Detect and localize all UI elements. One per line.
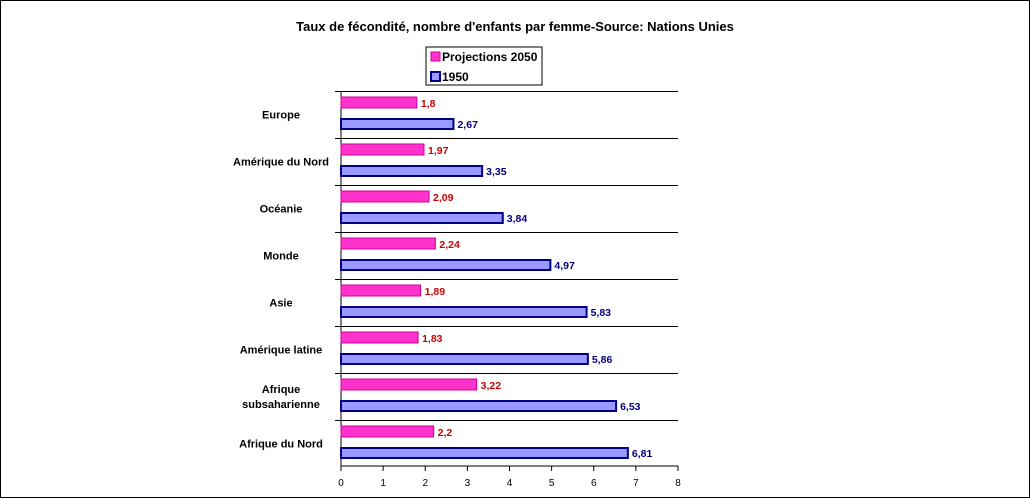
x-tick-label: 7 [633, 478, 639, 489]
bar-1950 [340, 306, 588, 318]
data-label-1950: 5,83 [591, 307, 612, 319]
bar-1950 [340, 118, 455, 130]
category-label: Afrique du Nord [239, 439, 323, 451]
data-label-1950: 2,67 [457, 119, 478, 131]
data-label-projections-2050: 1,97 [428, 145, 449, 157]
category-label: Europe [262, 110, 300, 122]
category-label: subsaharienne [242, 399, 320, 411]
legend-swatch-projections-2050 [430, 51, 441, 62]
category-label: Afrique [262, 384, 301, 396]
data-label-projections-2050: 1,8 [421, 98, 436, 110]
bar-projections-2050 [340, 378, 478, 391]
bar-projections-2050 [340, 143, 425, 156]
data-label-1950: 4,97 [554, 260, 575, 272]
bar-projections-2050 [340, 237, 436, 250]
data-label-1950: 6,81 [632, 448, 653, 460]
bar-1950 [340, 165, 484, 177]
data-label-projections-2050: 2,09 [433, 192, 454, 204]
x-tick-label: 1 [380, 478, 386, 489]
category-label: Amérique latine [240, 345, 323, 357]
data-label-1950: 3,84 [507, 213, 528, 225]
data-label-projections-2050: 1,83 [422, 333, 443, 345]
data-label-1950: 3,35 [486, 166, 507, 178]
legend-box [425, 46, 543, 86]
x-tick-label: 8 [675, 478, 681, 489]
bar-projections-2050 [340, 190, 430, 203]
data-label-projections-2050: 1,89 [425, 286, 446, 298]
chart-title: Taux de fécondité, nombre d'enfants par … [296, 19, 734, 34]
x-tick-label: 3 [465, 478, 471, 489]
bar-projections-2050 [340, 96, 418, 109]
data-label-projections-2050: 3,22 [481, 380, 502, 392]
bar-1950 [340, 447, 629, 459]
bar-projections-2050 [340, 284, 422, 297]
legend-label-1950: 1950 [442, 70, 469, 84]
x-tick-label: 4 [507, 478, 513, 489]
data-label-1950: 6,53 [620, 401, 641, 413]
data-label-projections-2050: 2,2 [438, 427, 453, 439]
bar-1950 [340, 212, 504, 224]
bar-1950 [340, 259, 552, 271]
category-label: Monde [263, 251, 298, 263]
x-tick-label: 6 [591, 478, 597, 489]
bar-1950 [340, 400, 618, 412]
x-tick-label: 0 [338, 478, 344, 489]
x-tick-label: 2 [422, 478, 428, 489]
data-label-projections-2050: 2,24 [439, 239, 460, 251]
x-tick-label: 5 [549, 478, 555, 489]
plot-area: 0 1 2 3 4 5 6 7 8 1,8 2,67 Europe 1,97 3,35 Amérique d… [233, 91, 681, 489]
category-label: Asie [269, 298, 292, 310]
legend-label-projections-2050: Projections 2050 [442, 50, 538, 64]
legend-swatch-1950 [430, 71, 441, 82]
bar-projections-2050 [340, 425, 435, 438]
data-label-1950: 5,86 [592, 354, 613, 366]
category-label: Océanie [260, 204, 303, 216]
bar-projections-2050 [340, 331, 419, 344]
legend: Projections 2050 1950 [425, 46, 543, 86]
category-label: Amérique du Nord [233, 157, 329, 169]
bar-1950 [340, 353, 589, 365]
